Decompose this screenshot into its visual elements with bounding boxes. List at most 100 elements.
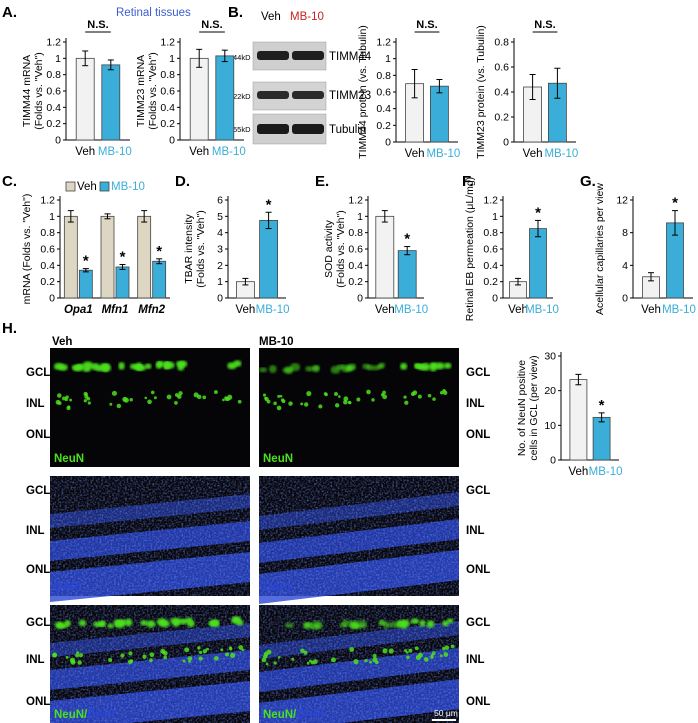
panel-label-f: F.	[462, 173, 474, 190]
bar-mfn1-mb10	[115, 266, 130, 299]
y-tick-label: 1	[49, 211, 55, 223]
neun-gcl-cell	[383, 622, 390, 630]
y-axis-label: TBAR intensity(Folds vs. "Veh")	[183, 210, 207, 287]
chart-mitofusion-mrna: 0 0.2 0.4 0.6 0.8 1 1.2 mRNA (Folds vs. "Veh") *…	[21, 181, 170, 316]
neun-inl-dot	[178, 391, 183, 396]
group-label-opa1: Opa1	[64, 304, 93, 316]
neun-inl-dot	[142, 654, 147, 659]
neun-inl-dot	[372, 654, 377, 659]
neun-inl-dot	[261, 657, 267, 663]
neun-gcl-cell	[177, 363, 185, 371]
neun-inl-dot	[450, 644, 455, 649]
y-tick-label: 0	[55, 135, 61, 147]
neun-inl-dot	[108, 658, 113, 663]
neun-inl-dot	[372, 657, 378, 663]
y-axis-label-line: TIMM23 mRNA	[135, 55, 147, 127]
y-tick-label: 0.6	[160, 86, 175, 98]
neun-inl-dot	[423, 657, 429, 662]
neun-inl-dot	[65, 395, 69, 399]
layer-label-right-onl: ONL	[466, 564, 490, 576]
neun-gcl-cell	[107, 623, 114, 629]
y-axis-label: mRNA (Folds vs. "Veh")	[21, 194, 33, 305]
bar-veh	[75, 57, 95, 141]
kd-marker-22: 22kD	[233, 92, 251, 101]
neun-inl-dot	[364, 658, 368, 663]
y-axis-label: TIMM23 mRNA(Folds vs. "Veh")	[135, 52, 159, 129]
y-tick-label: 0	[49, 293, 55, 305]
neun-gcl-cell	[289, 363, 301, 372]
neun-inl-dot	[408, 648, 413, 653]
neun-inl-dot	[349, 647, 355, 652]
neun-inl-dot	[187, 656, 193, 661]
neun-inl-dot	[273, 661, 277, 665]
ns-label: N.S.	[534, 19, 555, 31]
y-tick-label: 4	[217, 227, 223, 239]
significance-star: *	[535, 204, 541, 221]
neun-inl-dot	[313, 659, 318, 664]
y-tick-label: 0.6	[46, 86, 61, 98]
neun-gcl-cell	[64, 619, 71, 627]
neun-inl-dot	[230, 652, 236, 659]
chart-eb-permeation: 0 0.2 0.4 0.6 0.8 1 1.2 Retinal EB permeation (…	[464, 177, 559, 321]
y-tick-label: 0.4	[40, 260, 55, 272]
y-tick-label: 0.6	[40, 244, 55, 256]
panel-label-c: C.	[2, 173, 17, 190]
neun-gcl-cell	[211, 620, 220, 627]
y-tick-label: 1	[55, 53, 61, 65]
bar-opa1-mb10	[78, 269, 93, 299]
x-tick-label-mb10: MB-10	[426, 148, 460, 160]
stain-label-part: DAPI	[263, 582, 290, 594]
neun-gcl-cell	[429, 362, 438, 368]
y-axis-label: TIMM44 protein (vs. Tubulin)	[357, 25, 369, 159]
y-tick-label: 12	[616, 195, 628, 207]
neun-inl-dot	[262, 393, 267, 397]
neun-inl-dot	[83, 399, 87, 403]
y-axis-label-line: (Folds vs. "Veh")	[195, 210, 207, 287]
neun-inl-dot	[308, 659, 312, 663]
y-axis-label-line: TIMM23 protein (vs. Tubulin)	[475, 25, 487, 159]
chart-acellular-capillaries: 0 4 8 12 Acellular capillaries per view Veh MB…	[594, 183, 696, 316]
group-label-mfn1: Mfn1	[102, 304, 129, 316]
neun-gcl-cell	[178, 618, 189, 625]
neun-inl-dot	[356, 397, 361, 402]
y-tick-label: 0	[385, 137, 391, 149]
neun-inl-dot	[202, 395, 207, 400]
ns-label: N.S.	[201, 19, 222, 31]
retinal-tissues-heading: Retinal tissues	[116, 7, 191, 19]
neun-gcl-cell	[118, 361, 125, 370]
legend-swatch-veh	[65, 181, 76, 192]
x-tick-label-mb10: MB-10	[589, 466, 623, 478]
y-tick-label: 0.2	[483, 276, 498, 288]
neun-gcl-cell	[140, 620, 149, 626]
neun-inl-dot	[176, 394, 182, 399]
x-tick-label-mb10: MB-10	[212, 146, 246, 158]
legend-label-veh: Veh	[77, 181, 97, 193]
neun-inl-dot	[439, 391, 444, 395]
neun-gcl-cell	[227, 362, 237, 370]
stain-label: NeuN/DAPI	[54, 709, 115, 721]
neun-inl-dot	[174, 400, 178, 405]
neun-inl-dot	[184, 647, 190, 653]
neun-gcl-cell	[442, 620, 449, 627]
band-tubulin-mb10	[292, 124, 324, 134]
y-tick-label: 4	[622, 260, 628, 272]
y-axis-label-line: Acellular capillaries per view	[594, 183, 606, 315]
neun-inl-dot	[303, 402, 309, 407]
neun-inl-dot	[404, 649, 408, 653]
layer-label-left-onl: ONL	[26, 429, 50, 441]
neun-inl-dot	[412, 390, 418, 396]
neun-inl-dot	[300, 402, 304, 406]
neun-inl-dot	[382, 648, 388, 654]
y-tick-label: 0.8	[376, 70, 391, 82]
stain-label-part: NeuN	[54, 453, 84, 465]
neun-inl-dot	[288, 401, 293, 406]
bar-veh	[569, 379, 588, 461]
neun-gcl-cell	[400, 362, 408, 370]
y-tick-label: 0.4	[348, 260, 363, 272]
legend-label-mb10: MB-10	[111, 181, 145, 193]
neun-inl-dot	[442, 646, 446, 651]
lane-label-veh: Veh	[261, 11, 281, 23]
panel-label-a: A.	[2, 4, 17, 21]
western-blot: Veh MB-10 44kD 22kD 55kD TIMM44 TIMM23 T…	[233, 11, 372, 145]
